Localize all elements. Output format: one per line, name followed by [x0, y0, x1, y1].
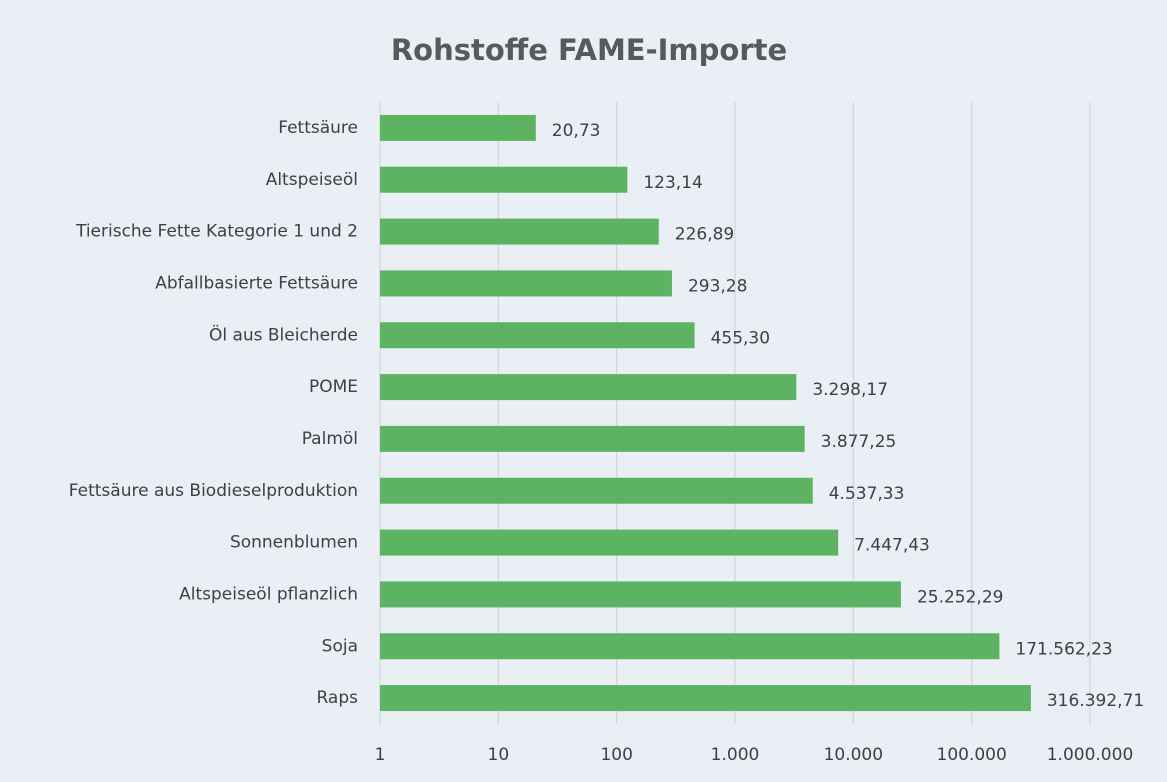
bar [380, 477, 813, 504]
bar [380, 685, 1031, 712]
data-label: 3.298,17 [812, 380, 888, 400]
data-label: 123,14 [643, 173, 702, 193]
y-tick-label: Soja [322, 636, 358, 656]
bar [380, 425, 805, 452]
x-tick-label: 10.000 [824, 745, 883, 765]
y-tick-label: Tierische Fette Kategorie 1 und 2 [75, 222, 358, 242]
bar [380, 270, 672, 297]
y-tick-label: Fettsäure [278, 118, 358, 138]
y-tick-label: Raps [316, 688, 358, 708]
y-tick-label: Palmöl [302, 429, 358, 449]
y-tick-label: Sonnenblumen [230, 533, 358, 553]
data-label: 455,30 [711, 328, 770, 348]
bar [380, 374, 797, 401]
data-label: 25.252,29 [917, 587, 1004, 607]
data-label: 4.537,33 [829, 484, 905, 504]
y-tick-label: Abfallbasierte Fettsäure [155, 273, 358, 293]
y-tick-label: Öl aus Bleicherde [209, 323, 358, 345]
bar [380, 633, 1000, 660]
x-tick-label: 1.000.000 [1047, 745, 1134, 765]
data-label: 3.877,25 [821, 432, 897, 452]
x-tick-label: 100.000 [937, 745, 1007, 765]
data-label: 316.392,71 [1047, 691, 1144, 711]
bar [380, 114, 536, 141]
data-label: 293,28 [688, 276, 747, 296]
data-label: 226,89 [675, 225, 734, 245]
data-label: 171.562,23 [1015, 639, 1112, 659]
y-tick-label: Altspeiseöl pflanzlich [179, 584, 358, 604]
data-label: 7.447,43 [854, 536, 930, 556]
y-tick-label: Fettsäure aus Biodieselproduktion [69, 481, 358, 501]
bar [380, 166, 628, 193]
bar [380, 218, 659, 245]
x-tick-label: 10 [488, 745, 510, 765]
x-tick-label: 1.000 [711, 745, 760, 765]
bar [380, 529, 839, 556]
chart-title: Rohstoffe FAME-Importe [391, 33, 787, 67]
y-tick-label: POME [309, 377, 358, 397]
y-tick-label: Altspeiseöl [266, 170, 358, 190]
bar [380, 322, 695, 349]
bar [380, 581, 901, 608]
data-label: 20,73 [552, 121, 601, 141]
x-tick-label: 1 [375, 745, 386, 765]
x-tick-label: 100 [600, 745, 632, 765]
